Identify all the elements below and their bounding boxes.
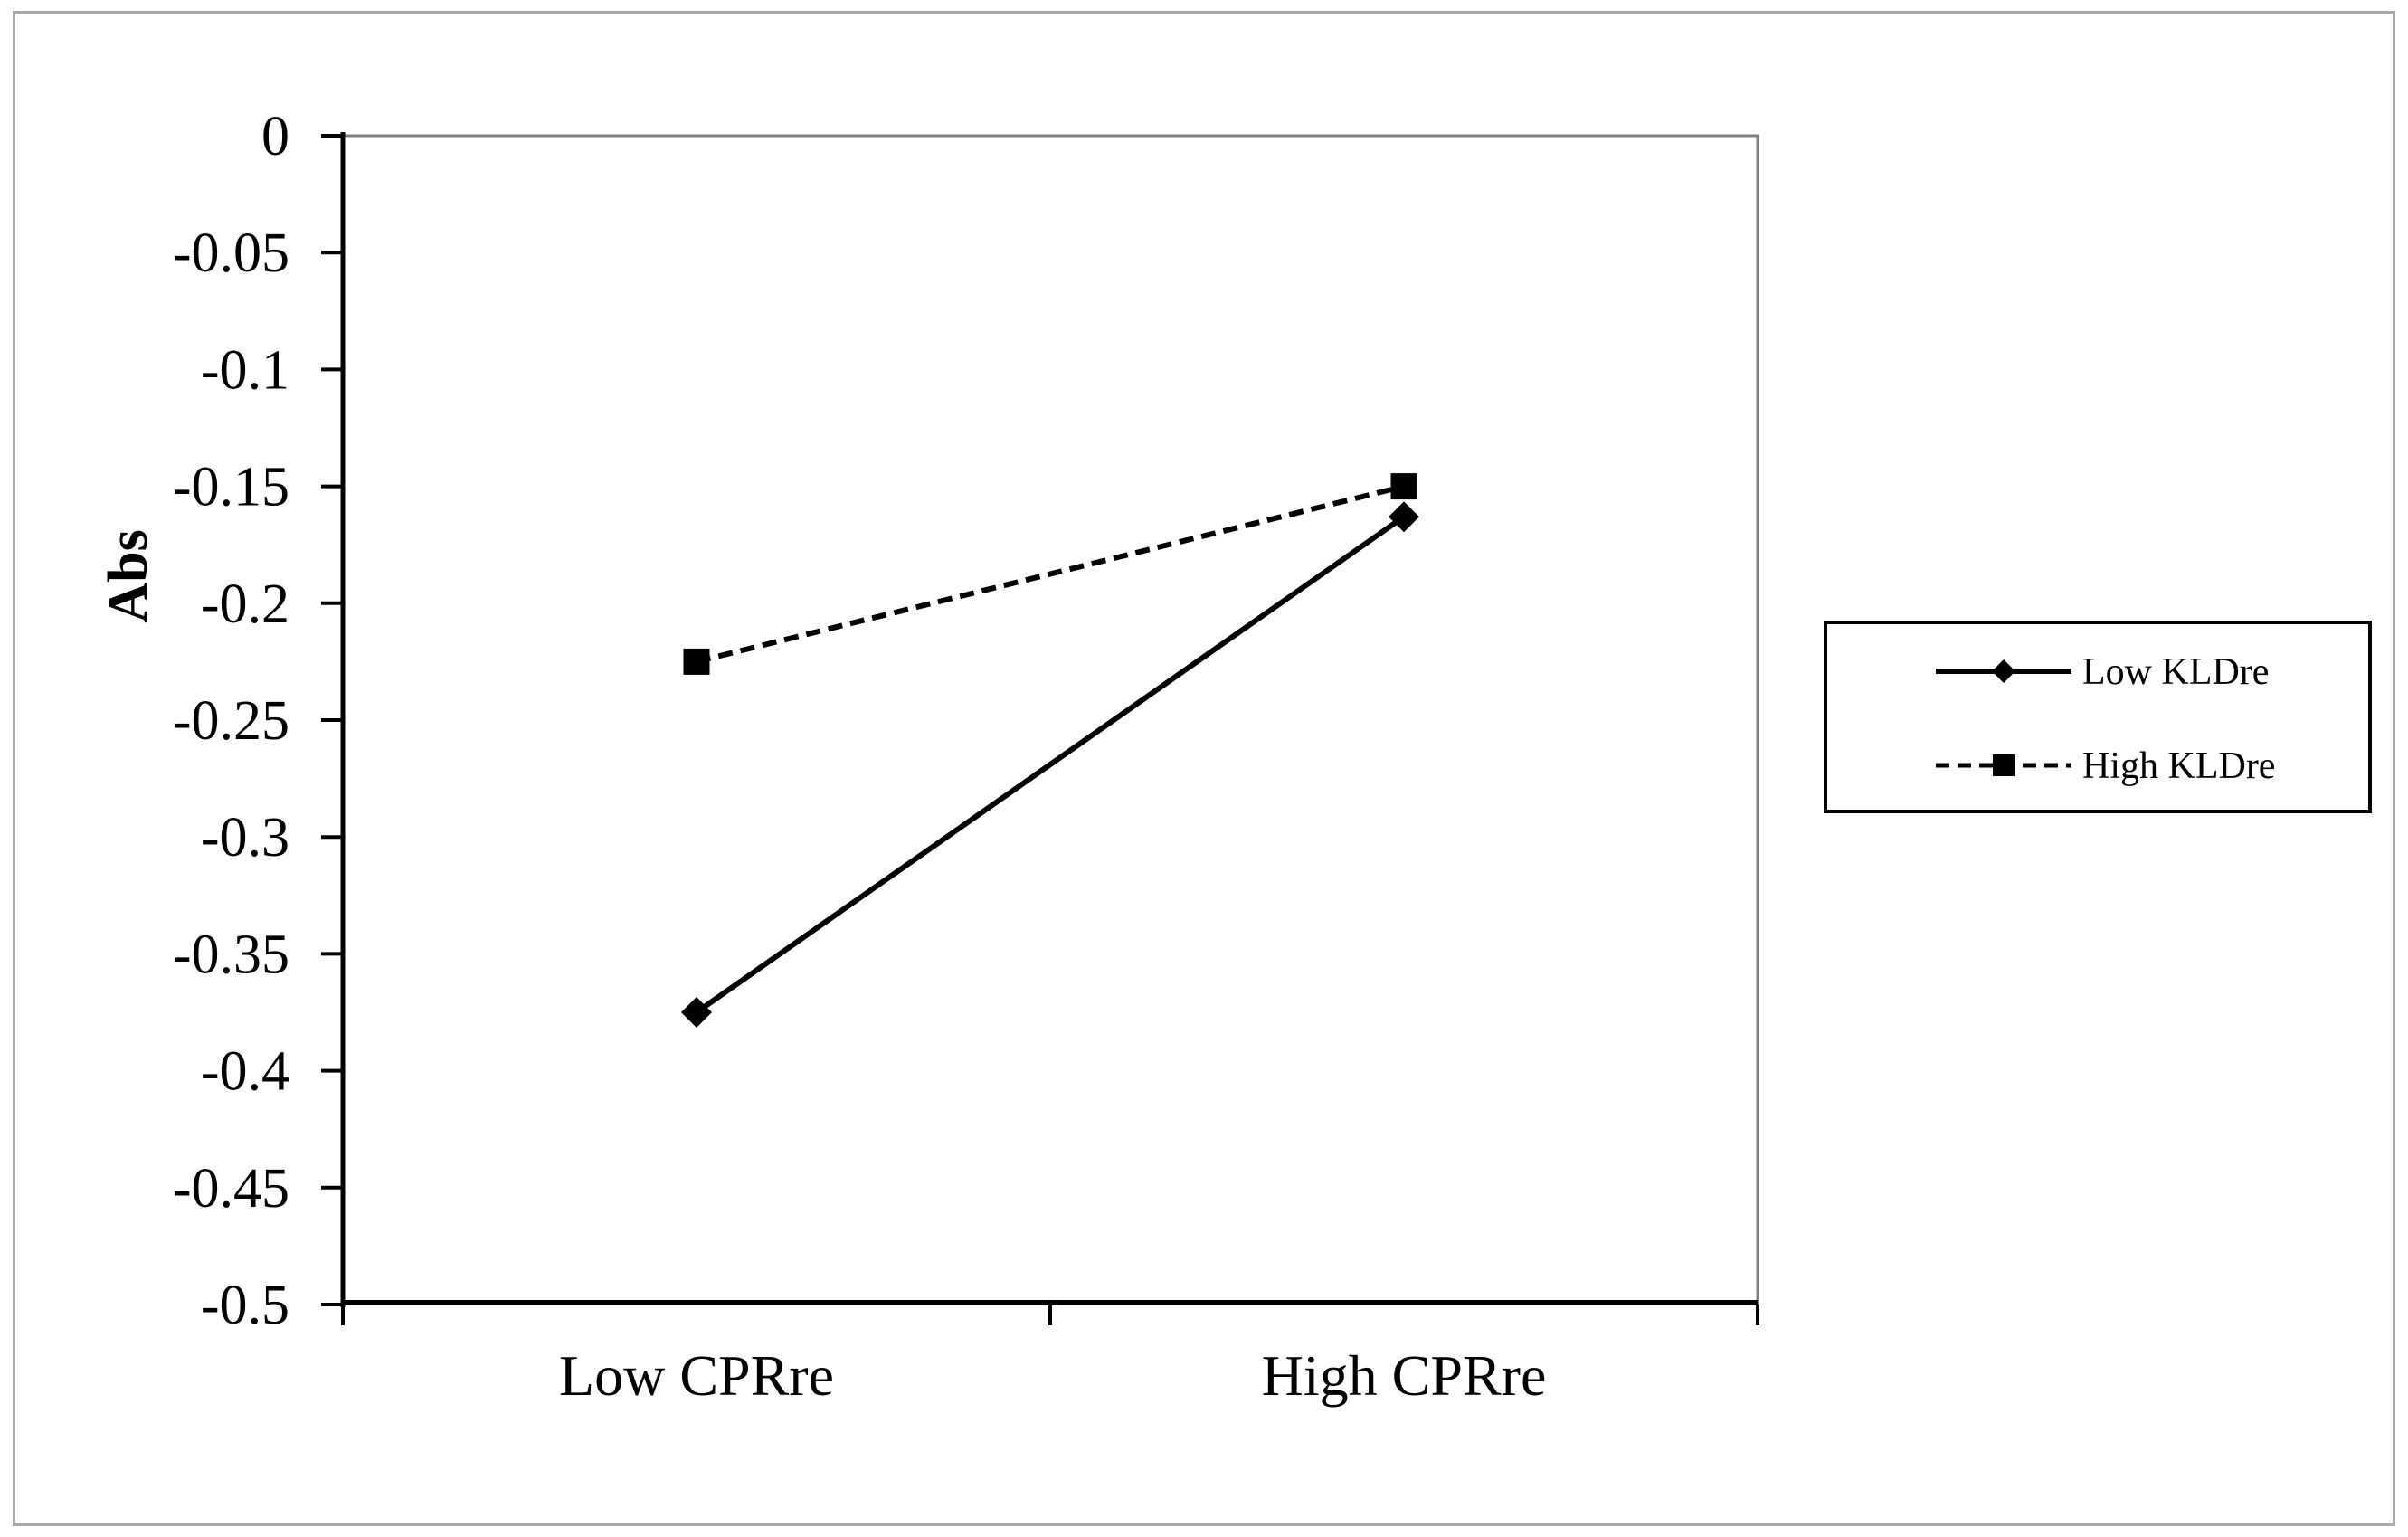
legend-item-low-kldre: Low KLDre	[1936, 651, 2269, 693]
y-tick-label: -0.2	[201, 574, 289, 635]
y-tick-label: -0.35	[173, 924, 289, 985]
diamond-marker	[1992, 659, 2015, 683]
y-tick-label: -0.1	[201, 339, 289, 401]
x-category-label: Low CPRre	[559, 1343, 834, 1408]
y-tick-label: 0	[261, 106, 289, 167]
square-marker	[1993, 754, 2015, 776]
square-marker	[683, 648, 710, 675]
square-marker	[1390, 473, 1417, 500]
series-low-kldre	[681, 501, 1419, 1028]
x-category-label: High CPRre	[1262, 1343, 1547, 1408]
y-axis-title: Abs	[98, 529, 159, 622]
y-tick-label: -0.3	[201, 807, 289, 868]
y-tick-label: -0.45	[173, 1158, 289, 1219]
legend-label: Low KLDre	[2082, 651, 2269, 693]
y-tick-label: -0.25	[173, 690, 289, 752]
series-high-kldre	[683, 473, 1417, 675]
y-tick-label: -0.5	[201, 1275, 289, 1336]
series-line	[695, 514, 1406, 1015]
legend-item-high-kldre: High KLDre	[1936, 745, 2275, 787]
y-tick-label: -0.4	[201, 1041, 289, 1103]
x-axis-ticks: Low CPRre High CPRre	[341, 1305, 1759, 1408]
legend-label: High KLDre	[2082, 745, 2275, 787]
legend-box	[1824, 621, 2372, 813]
series-line	[696, 483, 1405, 665]
diamond-marker	[681, 997, 712, 1028]
legend: Low KLDre High KLDre	[1824, 621, 2372, 813]
y-tick-label: -0.15	[173, 457, 289, 518]
y-axis-ticks: 0 -0.05 -0.1 -0.15 -0.2 -0.25 -0.3 -0.35 -0.4 -0.…	[173, 106, 343, 1336]
y-tick-label: -0.05	[173, 223, 289, 284]
plot-area-border	[343, 134, 1759, 1305]
diamond-marker	[1389, 501, 1419, 533]
